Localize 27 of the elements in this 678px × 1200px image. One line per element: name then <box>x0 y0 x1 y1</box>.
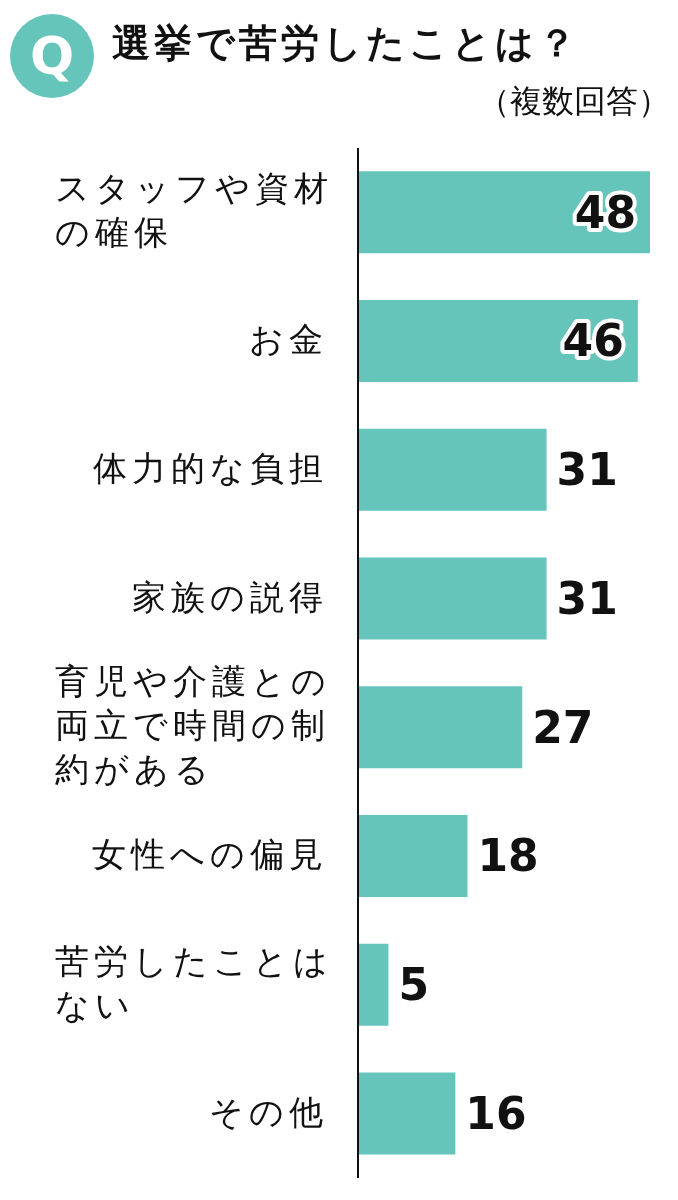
y-tick-label: 体力的な負担 <box>93 447 328 488</box>
badge-icon: Q <box>10 14 94 98</box>
y-tick-label: 苦労したことはない <box>55 940 333 1025</box>
y-tick-label: 育児や介護との両立で時間の制約がある <box>55 660 331 789</box>
data-label: 48 <box>574 186 636 238</box>
data-label: 31 <box>556 444 618 496</box>
bar <box>358 557 547 640</box>
data-label: 18 <box>477 830 539 882</box>
bar <box>358 299 638 382</box>
chart-subtitle: （複数回答） <box>478 81 670 122</box>
data-label: 5 <box>398 959 430 1011</box>
bar <box>358 171 650 254</box>
data-label: 16 <box>465 1087 527 1139</box>
y-tick-label: スタッフや資材の確保 <box>55 167 333 252</box>
y-tick-label: その他 <box>209 1091 328 1132</box>
chart-title: 選挙で苦労したことは？ <box>112 20 580 67</box>
bar <box>358 943 389 1026</box>
bar <box>358 1072 456 1155</box>
data-label: 27 <box>532 701 594 753</box>
bar <box>358 686 523 769</box>
data-label: 46 <box>562 315 624 367</box>
y-tick-label: 女性への偏見 <box>92 833 328 874</box>
data-label: 31 <box>556 572 618 624</box>
y-tick-label: お金 <box>249 318 328 359</box>
bar <box>358 428 547 511</box>
bar <box>358 814 468 897</box>
y-tick-label: 家族の説得 <box>132 576 328 617</box>
